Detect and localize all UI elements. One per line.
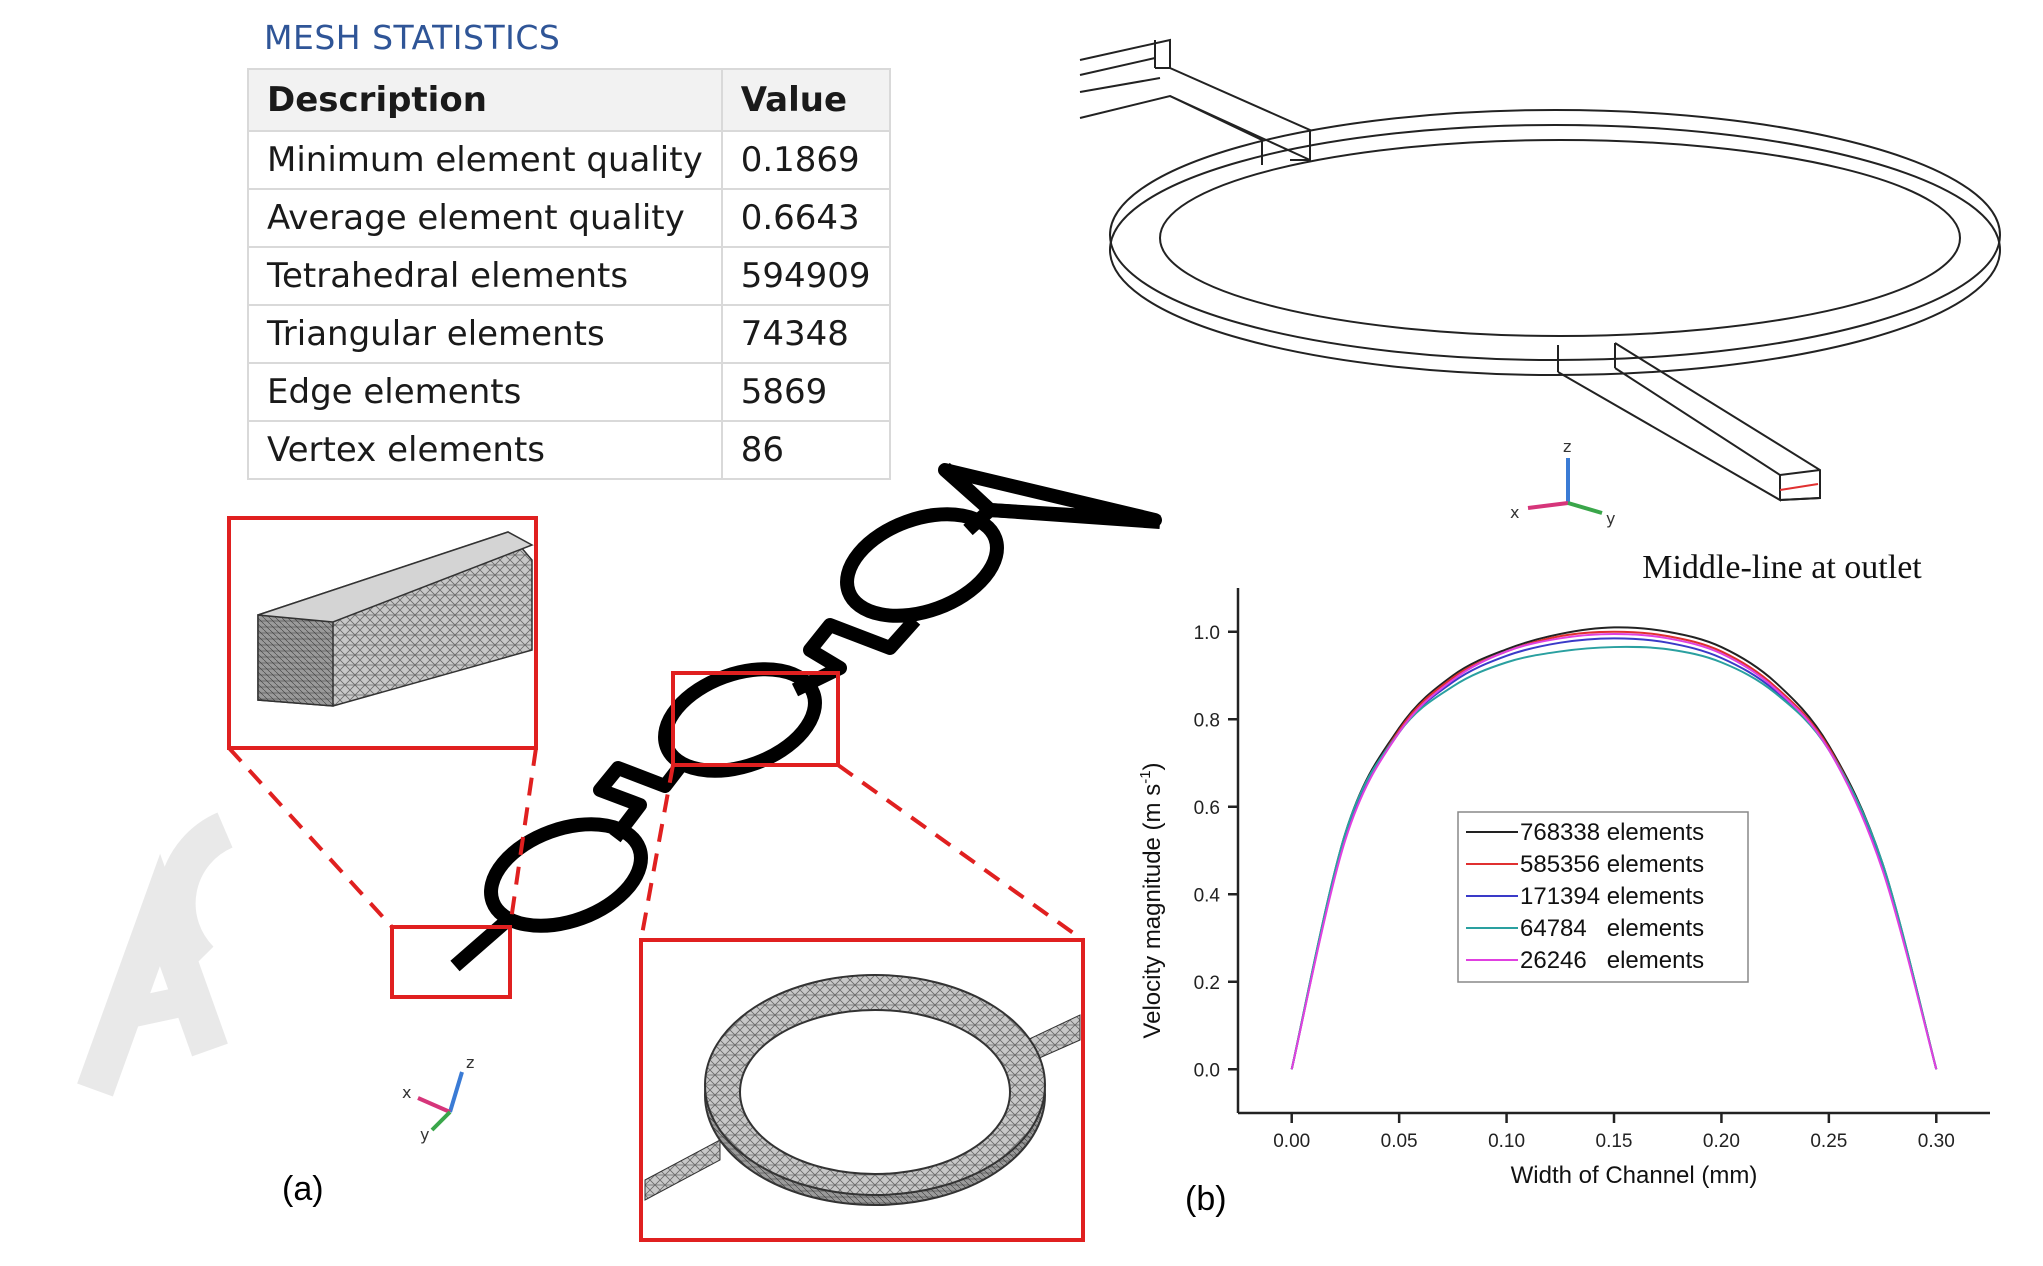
legend-entry: 585356 elements xyxy=(1520,851,1704,878)
panel-label-a: (a) xyxy=(282,1170,324,1208)
row-value: 74348 xyxy=(720,304,891,364)
mesh-zoom-ring xyxy=(644,974,1081,1206)
legend-entry: 768338 elements xyxy=(1520,819,1704,846)
row-description: Triangular elements xyxy=(247,304,723,364)
axis-label-y: y xyxy=(1606,509,1615,528)
series-line xyxy=(1290,645,1938,1070)
row-value: 0.6643 xyxy=(720,188,891,248)
axis-label-x: x xyxy=(1510,503,1519,522)
row-description: Average element quality xyxy=(247,188,723,248)
axis-triad-bottom: z x y xyxy=(402,1053,474,1144)
y-axis-label-sup: -1 xyxy=(1137,770,1154,783)
axis-triad-top: z x y xyxy=(1510,437,1615,528)
y-tick-label: 0.2 xyxy=(1194,973,1220,994)
y-axis-label: Velocity magnitude (m s-1) xyxy=(1137,762,1166,1038)
table-row: Minimum element quality 0.1869 xyxy=(247,130,891,190)
x-tick-label: 0.25 xyxy=(1810,1131,1847,1152)
mesh-statistics-table: Description Value Minimum element qualit… xyxy=(247,68,891,480)
chart-legend: 768338 elements 585356 elements 171394 ele… xyxy=(1457,811,1749,983)
watermark xyxy=(77,812,234,1097)
column-header-description: Description xyxy=(247,68,723,132)
y-tick-label: 0.8 xyxy=(1194,710,1220,731)
y-axis-label-close: ) xyxy=(1139,762,1166,770)
row-description: Tetrahedral elements xyxy=(247,246,723,306)
chart-title: Middle-line at outlet xyxy=(1642,549,1922,586)
channel-geometry xyxy=(450,462,1162,972)
mesh-zoom-straight xyxy=(257,531,534,707)
row-value: 594909 xyxy=(720,246,891,306)
legend-entry: 26246 elements xyxy=(1520,947,1704,974)
row-value: 0.1869 xyxy=(720,130,891,190)
y-tick-label: 0.6 xyxy=(1194,798,1220,819)
column-header-value: Value xyxy=(720,68,891,132)
legend-entry: 171394 elements xyxy=(1520,883,1704,910)
x-tick-label: 0.05 xyxy=(1381,1131,1418,1152)
row-value: 5869 xyxy=(720,362,891,422)
table-row: Triangular elements 74348 xyxy=(247,304,891,364)
row-value: 86 xyxy=(720,420,891,480)
axis-label-z: z xyxy=(466,1053,474,1072)
x-tick-label: 0.15 xyxy=(1596,1131,1633,1152)
x-tick-label: 0.10 xyxy=(1488,1131,1525,1152)
row-description: Vertex elements xyxy=(247,420,723,480)
axis-label-z: z xyxy=(1563,437,1571,456)
y-tick-label: 0.0 xyxy=(1194,1060,1220,1081)
legend-entry: 64784 elements xyxy=(1520,915,1704,942)
zoom-leader-lines xyxy=(227,746,1085,942)
series-line xyxy=(1290,632,1938,1070)
y-tick-label: 1.0 xyxy=(1194,623,1220,644)
x-tick-label: 0.00 xyxy=(1273,1131,1310,1152)
table-header-row: Description Value xyxy=(247,68,891,132)
velocity-profile-chart: Middle-line at outlet 0.0 0.2 0.4 0.6 0.8 1.0… xyxy=(1137,549,1990,1189)
table-row: Vertex elements 86 xyxy=(247,420,891,480)
x-ticks: 0.00 0.05 0.10 0.15 0.20 0.25 0.30 xyxy=(1273,1113,1955,1152)
x-axis-label: Width of Channel (mm) xyxy=(1511,1162,1758,1189)
row-description: Minimum element quality xyxy=(247,130,723,190)
series-lines xyxy=(1290,626,1938,1070)
table-row: Average element quality 0.6643 xyxy=(247,188,891,248)
table-row: Edge elements 5869 xyxy=(247,362,891,422)
x-tick-label: 0.20 xyxy=(1703,1131,1740,1152)
axis-label-x: x xyxy=(402,1083,411,1102)
axis-label-y: y xyxy=(420,1125,429,1144)
row-description: Edge elements xyxy=(247,362,723,422)
y-tick-label: 0.4 xyxy=(1194,885,1221,906)
y-ticks: 0.0 0.2 0.4 0.6 0.8 1.0 xyxy=(1194,623,1238,1081)
channel-3d-wireframe xyxy=(1079,38,2001,502)
x-tick-label: 0.30 xyxy=(1918,1131,1955,1152)
panel-label-b: (b) xyxy=(1185,1180,1227,1218)
y-axis-label-main: Velocity magnitude (m s xyxy=(1139,784,1166,1039)
table-row: Tetrahedral elements 594909 xyxy=(247,246,891,306)
mesh-statistics-title: MESH STATISTICS xyxy=(264,18,561,57)
zoom-boxes xyxy=(227,516,1085,1242)
